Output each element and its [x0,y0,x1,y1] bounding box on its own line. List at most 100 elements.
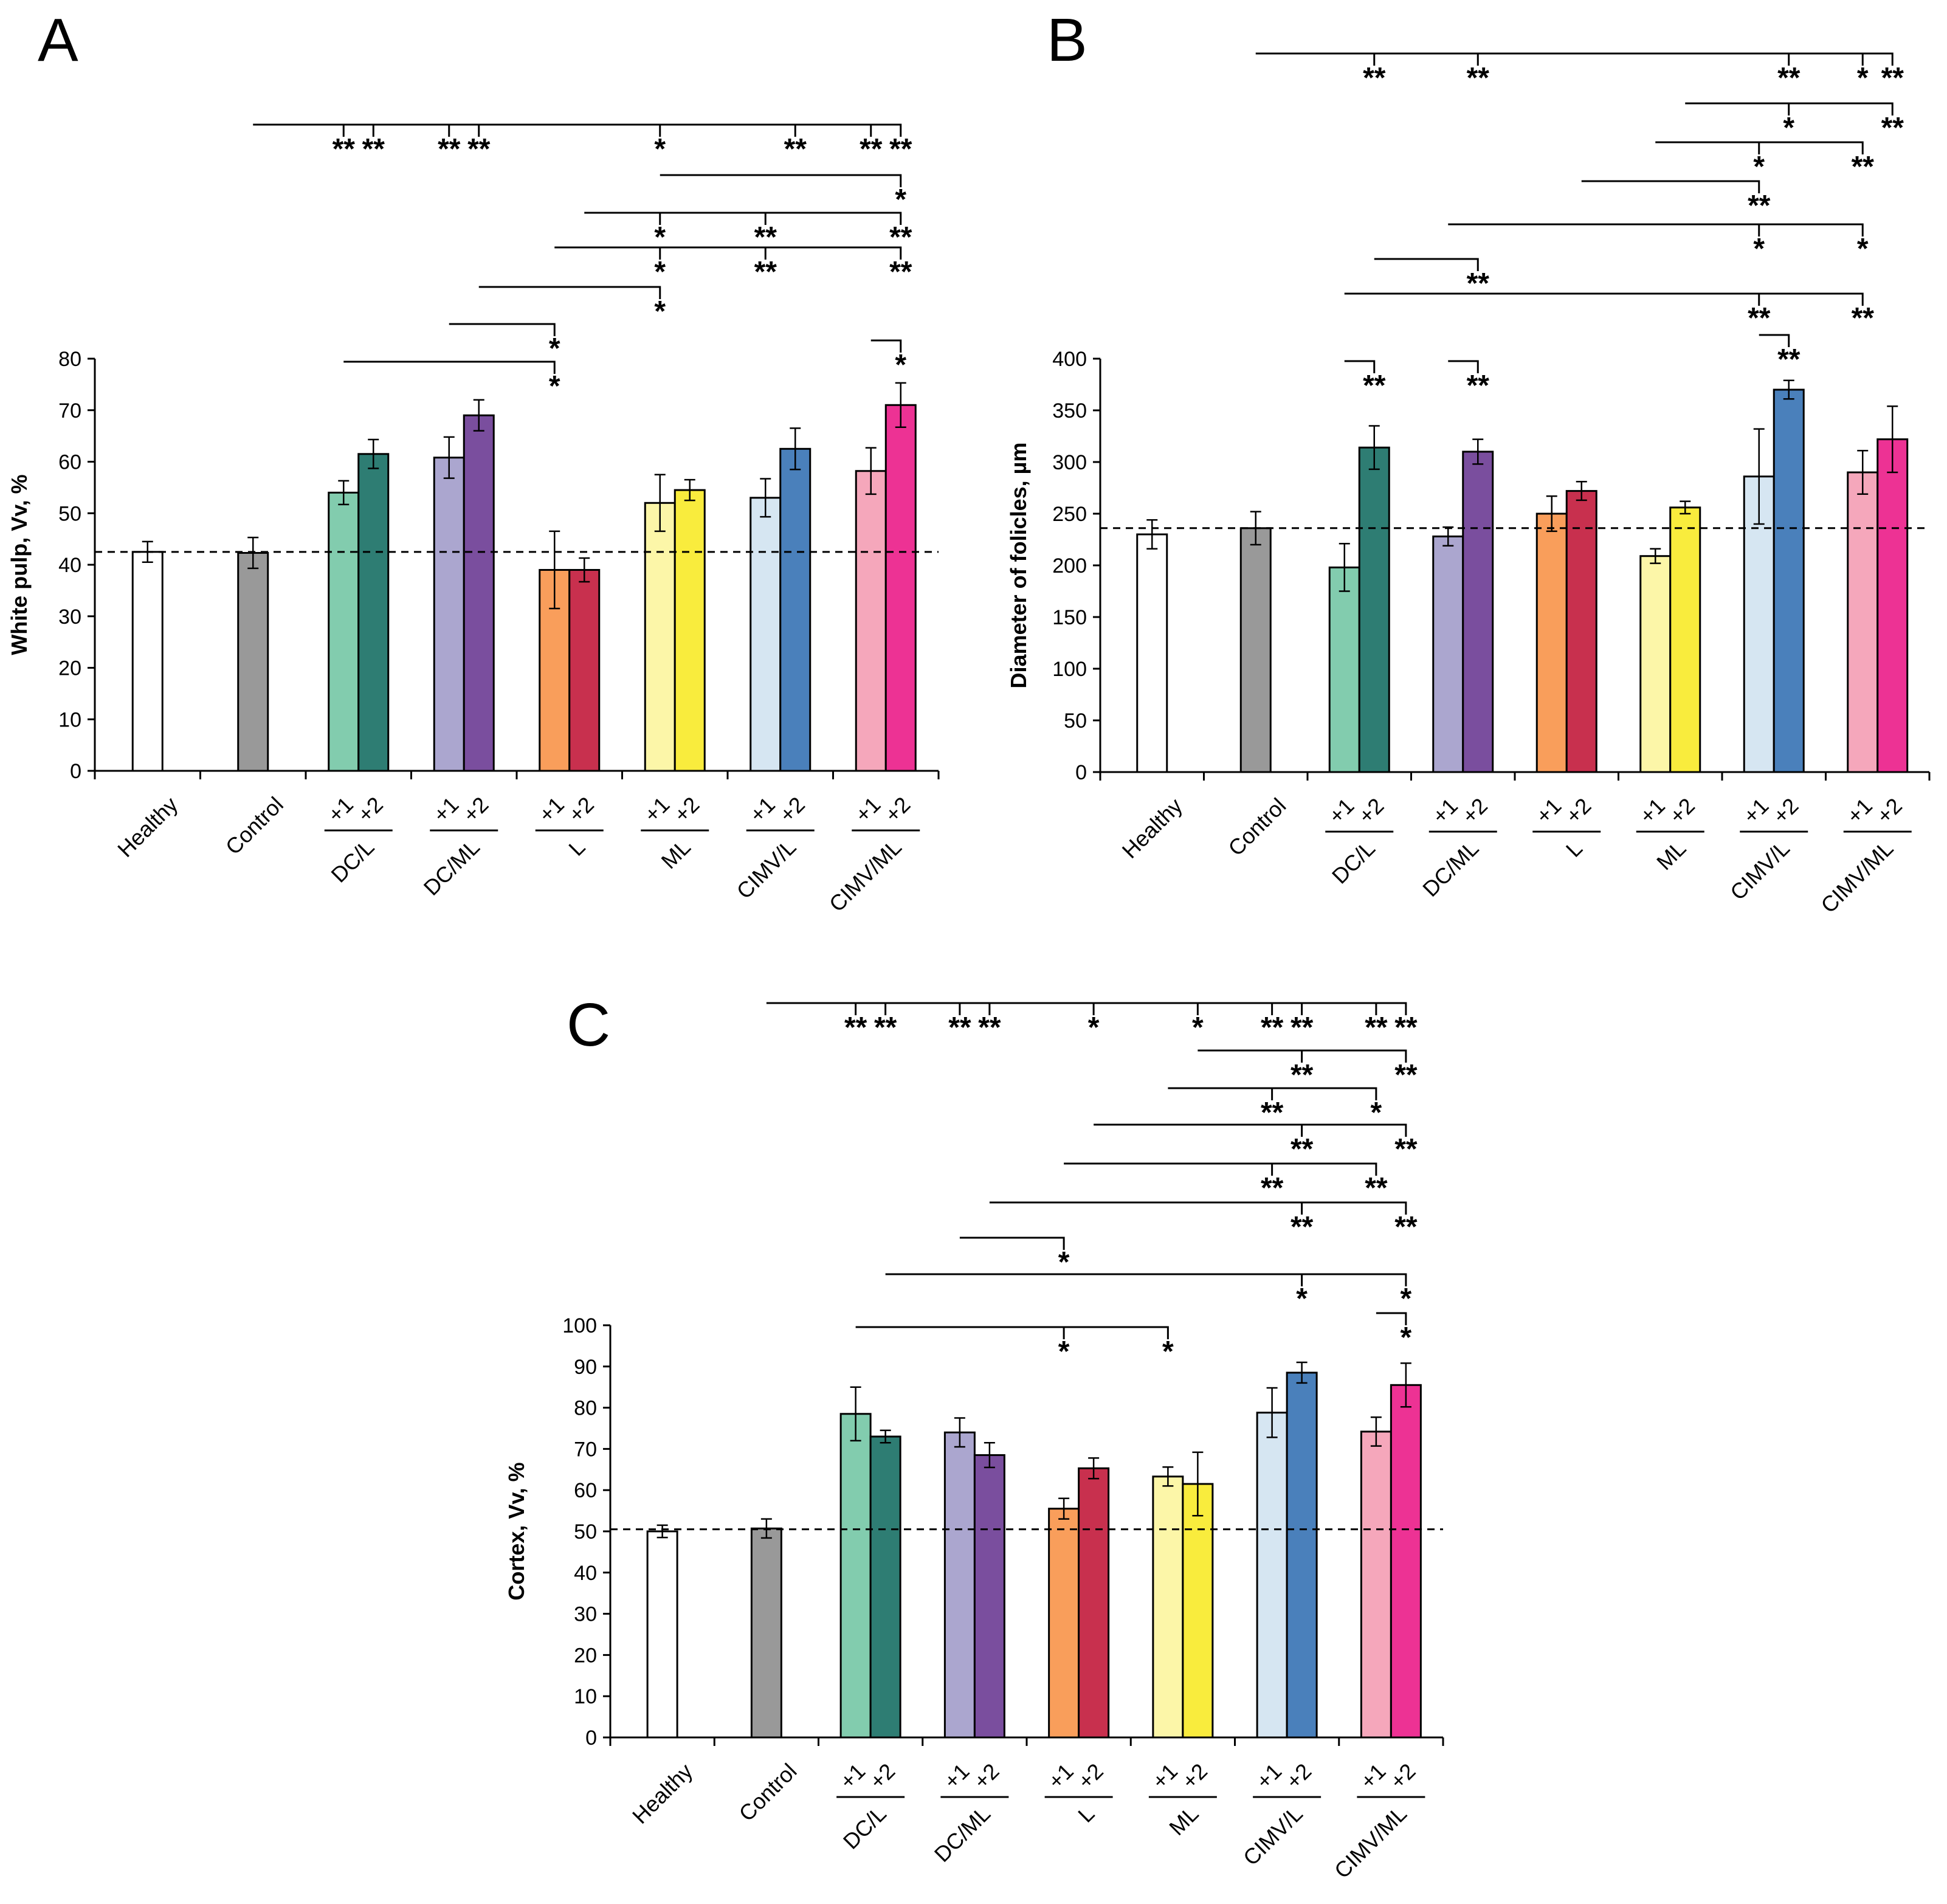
y-tick-label-c-40: 40 [574,1562,597,1585]
sub-label-b-dc-l-1: +2 [1353,793,1388,829]
bar-c-cimv-l-2 [1286,1371,1318,1739]
significance-mark-b-0-2: ** [1777,62,1801,94]
y-tick-label-c-90: 90 [574,1356,597,1379]
significance-mark-a-2-0: * [654,221,666,254]
significance-mark-c-0-7: ** [1291,1012,1314,1044]
category-label-a-ml: ML [656,835,695,874]
significance-mark-a-1-0: * [895,184,906,216]
bracket-c-3 [1094,1123,1407,1137]
significance-mark-b-8-0: ** [1363,370,1386,402]
y-tick-label-c-70: 70 [574,1438,597,1461]
bar-a-healthy [131,551,164,772]
significance-mark-b-0-4: ** [1881,62,1904,94]
bar-a-l-2 [568,568,601,772]
bracket-a-2 [584,212,902,225]
error-bar-b-l-2 [1576,481,1587,502]
bracket-c-9 [855,1326,1169,1339]
category-label-c-ml: ML [1164,1801,1203,1840]
bracket-c-1 [1197,1049,1407,1063]
y-tick-label-b-400: 400 [1052,348,1087,371]
significance-mark-b-0-3: * [1857,62,1869,94]
significance-mark-c-0-8: ** [1365,1012,1388,1044]
bar-b-cimv-l-2 [1773,388,1805,773]
y-tick-label-c-0: 0 [585,1726,597,1750]
bar-c-ml-1 [1152,1475,1184,1739]
significance-mark-a-5-0: * [549,333,560,365]
bar-b-l-2 [1565,490,1597,773]
significance-mark-c-0-5: * [1192,1012,1204,1044]
y-tick-label-c-60: 60 [574,1479,597,1502]
bar-b-dc-ml-2 [1462,450,1494,773]
significance-mark-a-0-4: * [654,133,666,165]
bracket-b-6 [1344,292,1864,306]
y-tick-label-c-30: 30 [574,1603,597,1626]
significance-mark-b-5-0: ** [1467,267,1490,300]
error-bar-c-dc-l-2 [880,1429,891,1444]
significance-mark-a-3-2: ** [889,256,912,288]
category-label-a-healthy: Healthy [112,792,182,862]
significance-mark-b-6-0: ** [1748,302,1771,334]
sub-label-b-cimv-l-1: +2 [1768,793,1803,829]
error-bar-a-control [247,536,259,570]
y-tick-label-a-20: 20 [58,657,81,680]
error-bar-a-cimv-ml-1 [865,447,877,495]
y-tick-label-b-350: 350 [1052,399,1087,423]
category-label-b-ml: ML [1652,836,1690,875]
bar-b-ml-1 [1639,555,1672,773]
y-tick-label-c-80: 80 [574,1397,597,1420]
bracket-a-0 [253,123,902,137]
significance-mark-c-0-2: ** [948,1012,971,1044]
error-bar-b-dc-ml-1 [1442,526,1454,547]
bar-c-l-1 [1048,1508,1080,1739]
sub-label-a-dc-l-1: +2 [353,792,388,827]
category-label-a-cimv-ml: CIMV/ML [824,835,906,917]
y-tick-label-a-60: 60 [58,451,81,474]
category-label-c-control: Control [734,1759,801,1826]
y-tick-label-b-250: 250 [1052,503,1087,526]
error-bar-b-cimv-ml-2 [1887,405,1898,474]
bar-a-dc-l-1 [328,491,360,772]
bracket-c-7 [885,1273,1407,1286]
category-label-b-cimv-ml: CIMV/ML [1816,836,1898,918]
bar-a-dc-l-2 [357,453,390,772]
sub-label-c-ml-1: +2 [1177,1759,1212,1794]
significance-mark-c-1-0: ** [1291,1059,1314,1091]
error-bar-b-cimv-l-2 [1783,379,1794,400]
error-bar-b-cimv-ml-1 [1857,450,1869,495]
significance-mark-b-7-0: ** [1777,343,1801,376]
bar-b-dc-l-1 [1328,566,1360,773]
error-bar-c-l-1 [1058,1497,1070,1520]
panel-a: A 0 10 20 30 40 50 60 70 80 White pulp, Vv, % Healt… [7,6,940,917]
category-label-b-l: L [1561,836,1587,862]
significance-mark-c-0-0: ** [844,1012,867,1044]
error-bar-a-cimv-l-2 [790,427,801,471]
bracket-b-7 [1759,334,1790,347]
category-label-b-dc-ml: DC/ML [1418,836,1483,902]
y-axis-title-a: White pulp, Vv, % [7,474,32,655]
y-tick-label-a-50: 50 [58,502,81,525]
significance-mark-c-7-1: * [1401,1283,1412,1315]
bracket-b-1 [1685,102,1894,116]
significance-mark-a-0-3: ** [467,133,491,165]
bracket-b-4 [1448,223,1864,236]
significance-mark-a-0-0: ** [333,133,356,165]
significance-mark-c-1-1: ** [1394,1059,1418,1091]
y-tick-label-b-50: 50 [1064,709,1087,733]
y-tick-label-b-150: 150 [1052,606,1087,629]
error-bar-c-cimv-ml-2 [1400,1362,1411,1408]
category-label-a-dc-l: DC/L [326,835,379,888]
sub-label-a-cimv-l-1: +2 [774,792,810,827]
bar-b-control [1239,527,1272,773]
sub-label-a-l-1: +2 [563,792,599,827]
bar-a-cimv-l-2 [779,447,812,772]
bar-a-dc-ml-2 [463,414,495,772]
significance-mark-b-2-1: ** [1852,151,1875,183]
significance-mark-c-3-0: ** [1291,1133,1314,1165]
panel-letter-c: C [567,991,610,1059]
y-tick-label-b-300: 300 [1052,451,1087,474]
bracket-b-8 [1344,360,1376,373]
sub-label-c-cimv-l-1: +2 [1281,1759,1316,1794]
significance-mark-c-0-6: ** [1261,1012,1284,1044]
bar-c-dc-l-1 [839,1413,872,1739]
sub-label-b-ml-1: +2 [1664,793,1700,829]
